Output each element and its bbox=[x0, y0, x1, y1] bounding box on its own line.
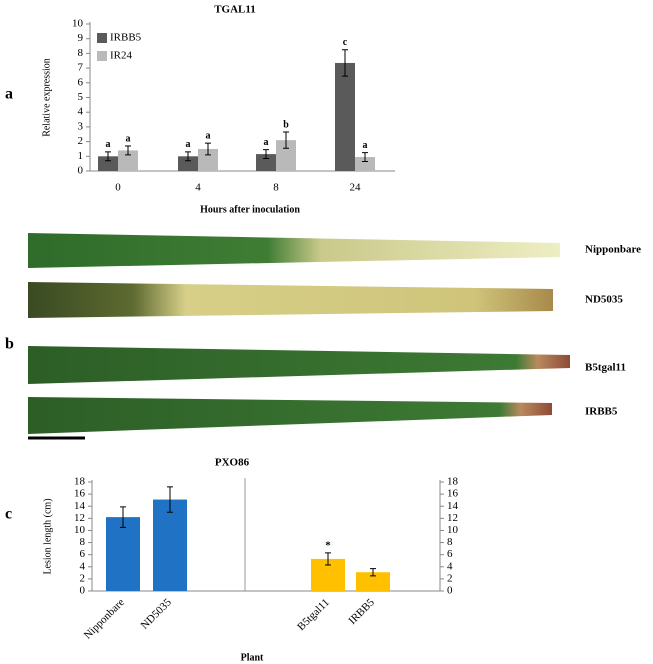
panel-label: b bbox=[5, 336, 14, 353]
error-bar bbox=[342, 49, 348, 77]
y2-tick-label: 14 bbox=[447, 500, 459, 512]
y-tick-label: 4 bbox=[78, 106, 84, 118]
y2-tick-label: 16 bbox=[447, 488, 459, 500]
y-tick-label: 0 bbox=[78, 165, 84, 177]
legend-label: IR24 bbox=[110, 50, 133, 62]
significance-letter: c bbox=[343, 37, 348, 48]
y-tick-label: 14 bbox=[74, 500, 86, 512]
x-tick-label: 24 bbox=[350, 182, 362, 194]
y-tick-label: 0 bbox=[80, 585, 86, 597]
bar bbox=[335, 62, 355, 171]
bar bbox=[356, 572, 390, 591]
legend-swatch bbox=[97, 51, 107, 61]
error-bar bbox=[185, 151, 191, 162]
y-tick-label: 8 bbox=[78, 47, 84, 59]
bar bbox=[276, 140, 296, 171]
x-tick-label: IRBB5 bbox=[346, 596, 377, 627]
leaf-label: B5tgal11 bbox=[585, 362, 626, 374]
bar bbox=[106, 517, 140, 591]
x-axis-label: Plant bbox=[241, 652, 264, 663]
y2-tick-label: 6 bbox=[447, 548, 453, 560]
significance-letter: b bbox=[283, 119, 289, 130]
significance-letter: a bbox=[126, 133, 131, 144]
y-axis-label: Lesion length (cm) bbox=[42, 498, 53, 574]
y-axis-label: Relative expression bbox=[41, 58, 52, 137]
error-bar bbox=[205, 142, 211, 156]
y-tick-label: 2 bbox=[78, 135, 84, 147]
y2-tick-label: 0 bbox=[447, 585, 453, 597]
leaf-photo bbox=[28, 346, 570, 384]
chart-title: PXO86 bbox=[215, 457, 250, 469]
x-axis-label: Hours after inoculation bbox=[200, 204, 300, 215]
y-tick-label: 18 bbox=[74, 476, 86, 488]
annotation: * bbox=[325, 539, 331, 551]
error-bar bbox=[370, 568, 376, 577]
y-tick-label: 10 bbox=[74, 524, 86, 536]
significance-letter: a bbox=[206, 130, 211, 141]
y2-tick-label: 2 bbox=[447, 572, 453, 584]
x-tick-label: 8 bbox=[273, 182, 279, 194]
y2-tick-label: 4 bbox=[447, 560, 453, 572]
y-tick-label: 16 bbox=[74, 488, 86, 500]
y-tick-label: 5 bbox=[78, 91, 84, 103]
y-tick-label: 6 bbox=[78, 76, 84, 88]
significance-letter: a bbox=[186, 139, 191, 150]
error-bar bbox=[125, 145, 131, 156]
x-tick-label: ND5035 bbox=[139, 596, 175, 632]
leaf-label: ND5035 bbox=[585, 294, 623, 306]
y-tick-label: 9 bbox=[78, 32, 84, 44]
y-tick-label: 8 bbox=[80, 536, 86, 548]
y-tick-label: 12 bbox=[74, 512, 85, 524]
y-tick-label: 3 bbox=[78, 120, 84, 132]
error-bar bbox=[263, 149, 269, 160]
x-tick-label: 4 bbox=[195, 182, 201, 194]
y2-tick-label: 8 bbox=[447, 536, 453, 548]
y2-tick-label: 18 bbox=[447, 476, 459, 488]
y-tick-label: 4 bbox=[80, 560, 86, 572]
error-bar bbox=[120, 506, 126, 528]
x-tick-label: B5tgal11 bbox=[295, 596, 332, 633]
y2-tick-label: 10 bbox=[447, 524, 459, 536]
bar bbox=[153, 499, 187, 591]
error-bar bbox=[325, 552, 331, 566]
error-bar bbox=[167, 486, 173, 513]
leaf-label: IRBB5 bbox=[585, 406, 618, 418]
y-tick-label: 7 bbox=[78, 62, 84, 74]
panel-label: a bbox=[5, 86, 13, 103]
x-tick-label: Nipponbare bbox=[82, 596, 127, 641]
y-tick-label: 1 bbox=[78, 150, 84, 162]
error-bar bbox=[362, 152, 368, 162]
panel-label: c bbox=[5, 506, 12, 523]
leaf-photo bbox=[28, 397, 552, 434]
significance-letter: a bbox=[106, 139, 111, 150]
y-tick-label: 2 bbox=[80, 572, 86, 584]
bar bbox=[118, 150, 138, 171]
leaf-photo bbox=[28, 233, 560, 268]
bar bbox=[355, 157, 375, 171]
legend-label: IRBB5 bbox=[110, 32, 142, 44]
significance-letter: a bbox=[363, 140, 368, 151]
bar bbox=[98, 156, 118, 171]
bar bbox=[198, 148, 218, 171]
y-tick-label: 10 bbox=[72, 18, 84, 30]
error-bar bbox=[105, 151, 111, 162]
legend-swatch bbox=[97, 33, 107, 43]
leaf-photo bbox=[28, 282, 553, 318]
y-tick-label: 6 bbox=[80, 548, 86, 560]
x-tick-label: 0 bbox=[115, 182, 121, 194]
leaf-label: Nipponbare bbox=[585, 244, 641, 256]
significance-letter: a bbox=[264, 137, 269, 148]
chart-title: TGAL11 bbox=[214, 4, 256, 16]
bar bbox=[256, 154, 276, 171]
error-bar bbox=[283, 131, 289, 149]
y2-tick-label: 12 bbox=[447, 512, 458, 524]
bar bbox=[178, 156, 198, 171]
